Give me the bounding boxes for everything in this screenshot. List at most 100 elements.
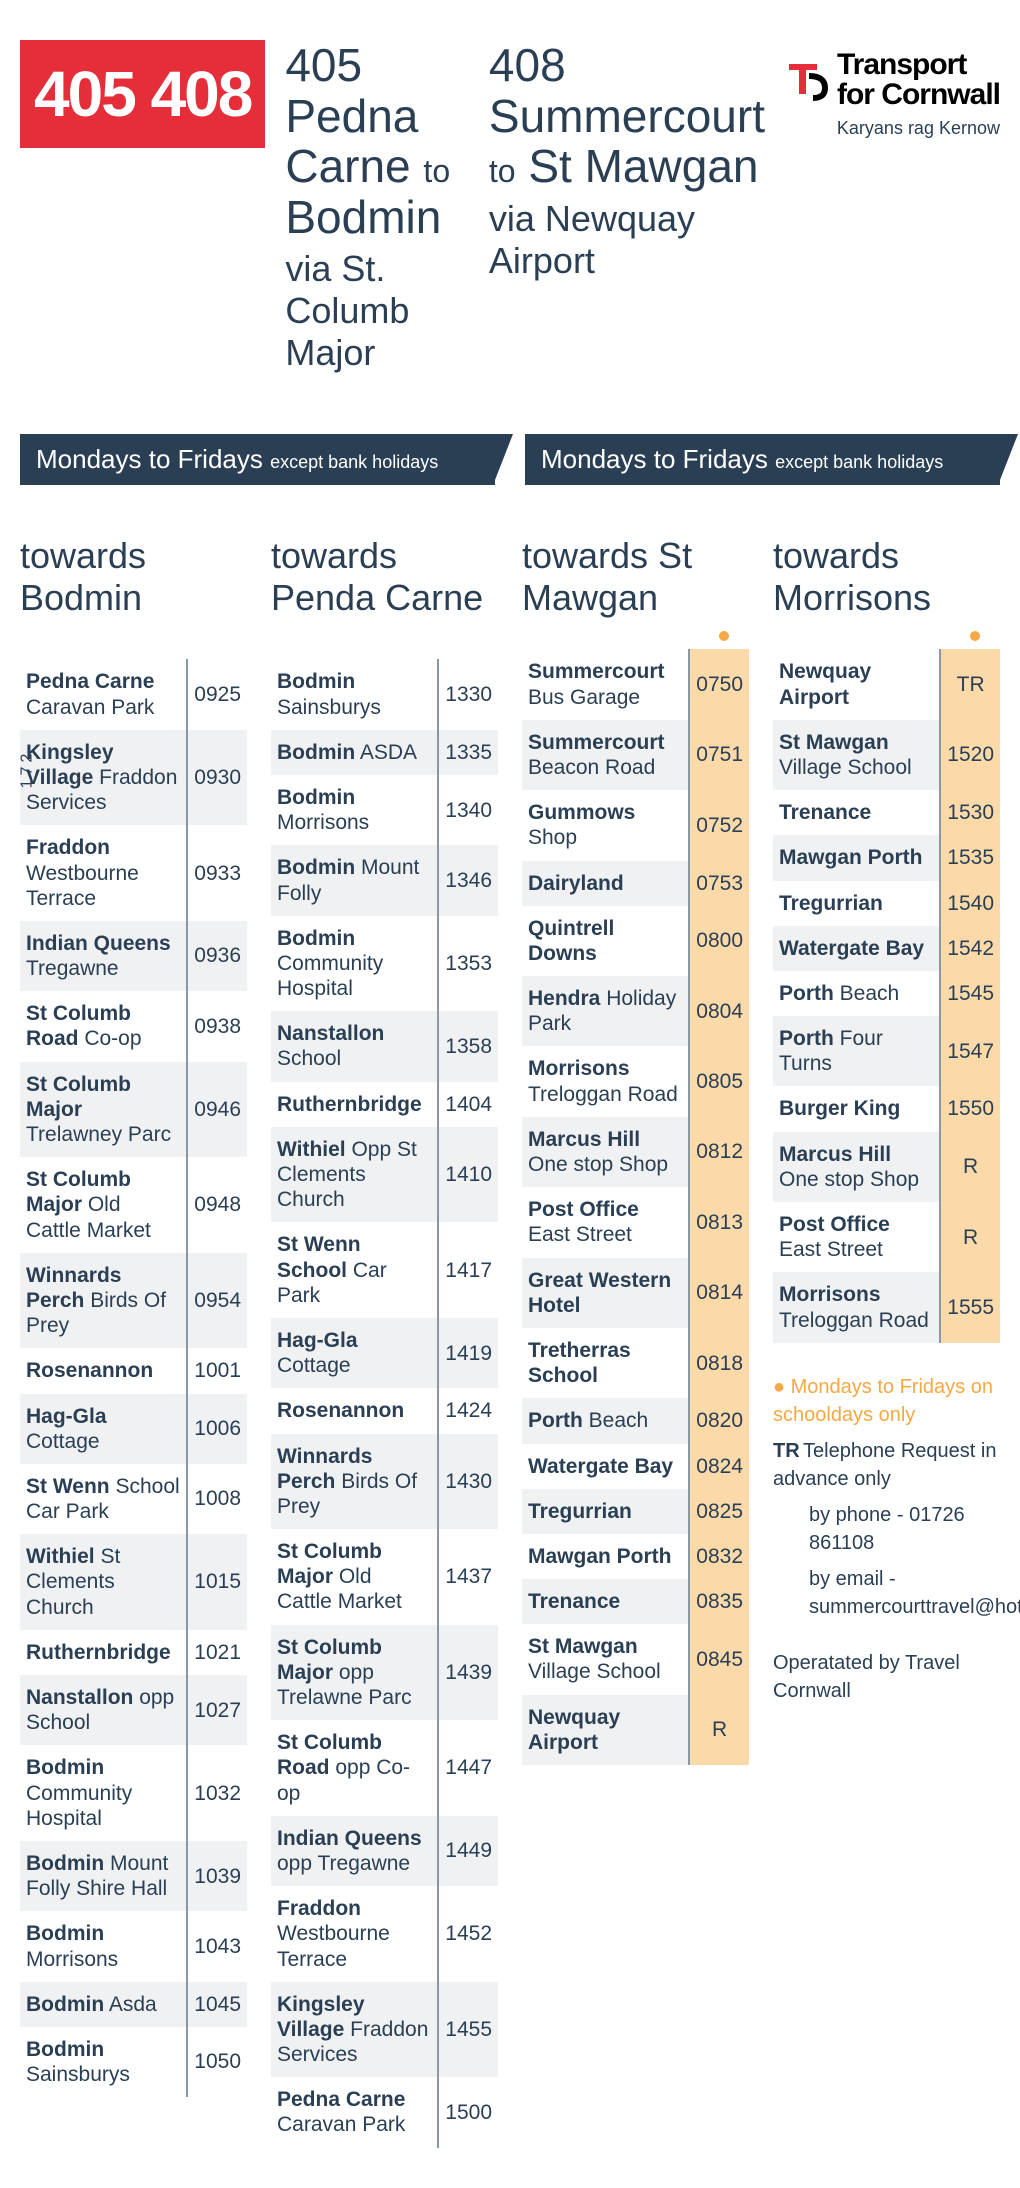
stop-bold: Dairyland: [528, 872, 624, 895]
brand-mark-icon: [785, 58, 829, 102]
table-row: Bodmin Morrisons1340: [271, 775, 498, 845]
time-cell: 1447: [438, 1720, 498, 1816]
stop-cell: Kingsley Village Fraddon Services: [20, 730, 187, 826]
stop-cell: Morrisons Treloggan Road: [773, 1272, 940, 1342]
time-cell: 1335: [438, 730, 498, 775]
timetable-col: towards BodminPedna Carne Caravan Park09…: [20, 535, 247, 2147]
stop-light: East Street: [528, 1223, 632, 1246]
time-cell: 1032: [187, 1745, 247, 1841]
time-cell: 0825: [689, 1489, 749, 1534]
route-408-title: 408 Summercourt to St Mawgan via Newquay…: [489, 40, 765, 282]
stop-bold: Summercourt: [528, 660, 665, 683]
stop-cell: St Columb Road opp Co-op: [271, 1720, 438, 1816]
stop-bold: Marcus Hill: [528, 1128, 640, 1151]
table-row: Hag-Gla Cottage1006: [20, 1394, 247, 1464]
route-408-to: St Mawgan: [528, 140, 758, 192]
table-row: Rosenannon1001: [20, 1348, 247, 1393]
table-row: Ruthernbridge1404: [271, 1082, 498, 1127]
time-cell: 1535: [940, 835, 1000, 880]
stop-cell: Burger King: [773, 1086, 940, 1131]
table-row: Pedna Carne Caravan Park0925: [20, 659, 247, 729]
stop-bold: Tregurrian: [779, 892, 883, 915]
stop-bold: Pedna Carne: [277, 2088, 405, 2111]
time-cell: R: [689, 1695, 749, 1765]
stop-cell: Tretherras School: [522, 1328, 689, 1398]
page-number: 172: [18, 750, 36, 789]
stop-light: Beach: [834, 982, 899, 1005]
stop-bold: Trenance: [779, 801, 871, 824]
banner-main: Mondays to Fridays: [36, 444, 263, 474]
time-cell: 1437: [438, 1529, 498, 1625]
stop-cell: Kingsley Village Fraddon Services: [271, 1982, 438, 2078]
time-cell: 1346: [438, 845, 498, 915]
stop-cell: Hag-Gla Cottage: [20, 1394, 187, 1464]
stop-bold: Bodmin: [277, 927, 355, 950]
time-cell: 1358: [438, 1011, 498, 1081]
stop-bold: Marcus Hill: [779, 1143, 891, 1166]
stop-cell: Summercourt Beacon Road: [522, 720, 689, 790]
stop-cell: Marcus Hill One stop Shop: [522, 1117, 689, 1187]
stop-bold: Ruthernbridge: [277, 1093, 422, 1116]
stop-light: Cottage: [277, 1354, 351, 1377]
time-cell: 1006: [187, 1394, 247, 1464]
stop-light: Caravan Park: [277, 2113, 405, 2136]
table-row: Kingsley Village Fraddon Services0930: [20, 730, 247, 826]
time-cell: 0936: [187, 921, 247, 991]
stop-bold: Great Western Hotel: [528, 1269, 671, 1317]
stop-light: Community Hospital: [26, 1782, 132, 1830]
stop-cell: Bodmin Community Hospital: [20, 1745, 187, 1841]
stop-cell: St Columb Road Co-op: [20, 991, 187, 1061]
stop-bold: St Mawgan: [779, 731, 889, 754]
stop-cell: St Wenn School Car Park: [271, 1222, 438, 1318]
stop-cell: St Mawgan Village School: [522, 1624, 689, 1694]
stop-bold: Withiel: [26, 1545, 95, 1568]
route-408-num: 408: [489, 39, 566, 91]
stop-cell: Tregurrian: [522, 1489, 689, 1534]
stop-cell: St Mawgan Village School: [773, 720, 940, 790]
time-cell: R: [940, 1202, 1000, 1272]
stop-bold: Ruthernbridge: [26, 1641, 171, 1664]
table-row: Tregurrian0825: [522, 1489, 749, 1534]
stop-bold: Withiel: [277, 1138, 346, 1161]
table-row: Morrisons Treloggan Road0805: [522, 1046, 749, 1116]
time-cell: 0933: [187, 825, 247, 921]
time-cell: 1520: [940, 720, 1000, 790]
table-row: Withiel Opp St Clements Church1410: [271, 1127, 498, 1223]
stop-bold: Bodmin: [26, 1993, 104, 2016]
stop-bold: Hag-Gla: [277, 1329, 358, 1352]
stop-cell: Summercourt Bus Garage: [522, 649, 689, 719]
timetable: Pedna Carne Caravan Park0925Kingsley Vil…: [20, 659, 247, 2097]
stop-light: Westbourne Terrace: [26, 862, 139, 910]
time-cell: TR: [940, 649, 1000, 719]
timetable-col: towards Penda CarneBodmin Sainsburys1330…: [271, 535, 498, 2147]
table-row: Bodmin Community Hospital1032: [20, 1745, 247, 1841]
table-row: Great Western Hotel0814: [522, 1258, 749, 1328]
stop-bold: Newquay Airport: [528, 1706, 620, 1754]
time-cell: 1039: [187, 1841, 247, 1911]
stop-cell: Nanstallon School: [271, 1011, 438, 1081]
table-row: St Columb Major opp Trelawne Parc1439: [271, 1625, 498, 1721]
stop-bold: Rosenannon: [277, 1399, 404, 1422]
table-row: Marcus Hill One stop ShopR: [773, 1132, 1000, 1202]
table-row: Bodmin Asda1045: [20, 1982, 247, 2027]
time-cell: 1530: [940, 790, 1000, 835]
brand-name-2: for Cornwall: [837, 80, 1000, 110]
stop-cell: Newquay Airport: [522, 1695, 689, 1765]
stop-cell: Porth Beach: [773, 971, 940, 1016]
stop-bold: Trenance: [528, 1590, 620, 1613]
stop-light: School: [277, 1047, 341, 1070]
table-row: Porth Four Turns1547: [773, 1016, 1000, 1086]
stop-cell: Trenance: [773, 790, 940, 835]
time-cell: 0948: [187, 1157, 247, 1253]
stop-cell: Pedna Carne Caravan Park: [20, 659, 187, 729]
brand-logo: Transport for Cornwall Karyans rag Kerno…: [785, 40, 1000, 139]
table-row: Trenance 1530: [773, 790, 1000, 835]
stop-bold: Tretherras School: [528, 1339, 631, 1387]
stop-light: Village School: [779, 756, 912, 779]
table-row: St Mawgan Village School0845: [522, 1624, 749, 1694]
stop-cell: Bodmin Community Hospital: [271, 916, 438, 1012]
route-408-from: Summercourt: [489, 90, 765, 142]
route-405-title: 405 Pedna Carne to Bodmin via St. Columb…: [285, 40, 469, 374]
table-row: Hendra Holiday Park0804: [522, 976, 749, 1046]
stop-cell: Nanstallon opp School: [20, 1675, 187, 1745]
